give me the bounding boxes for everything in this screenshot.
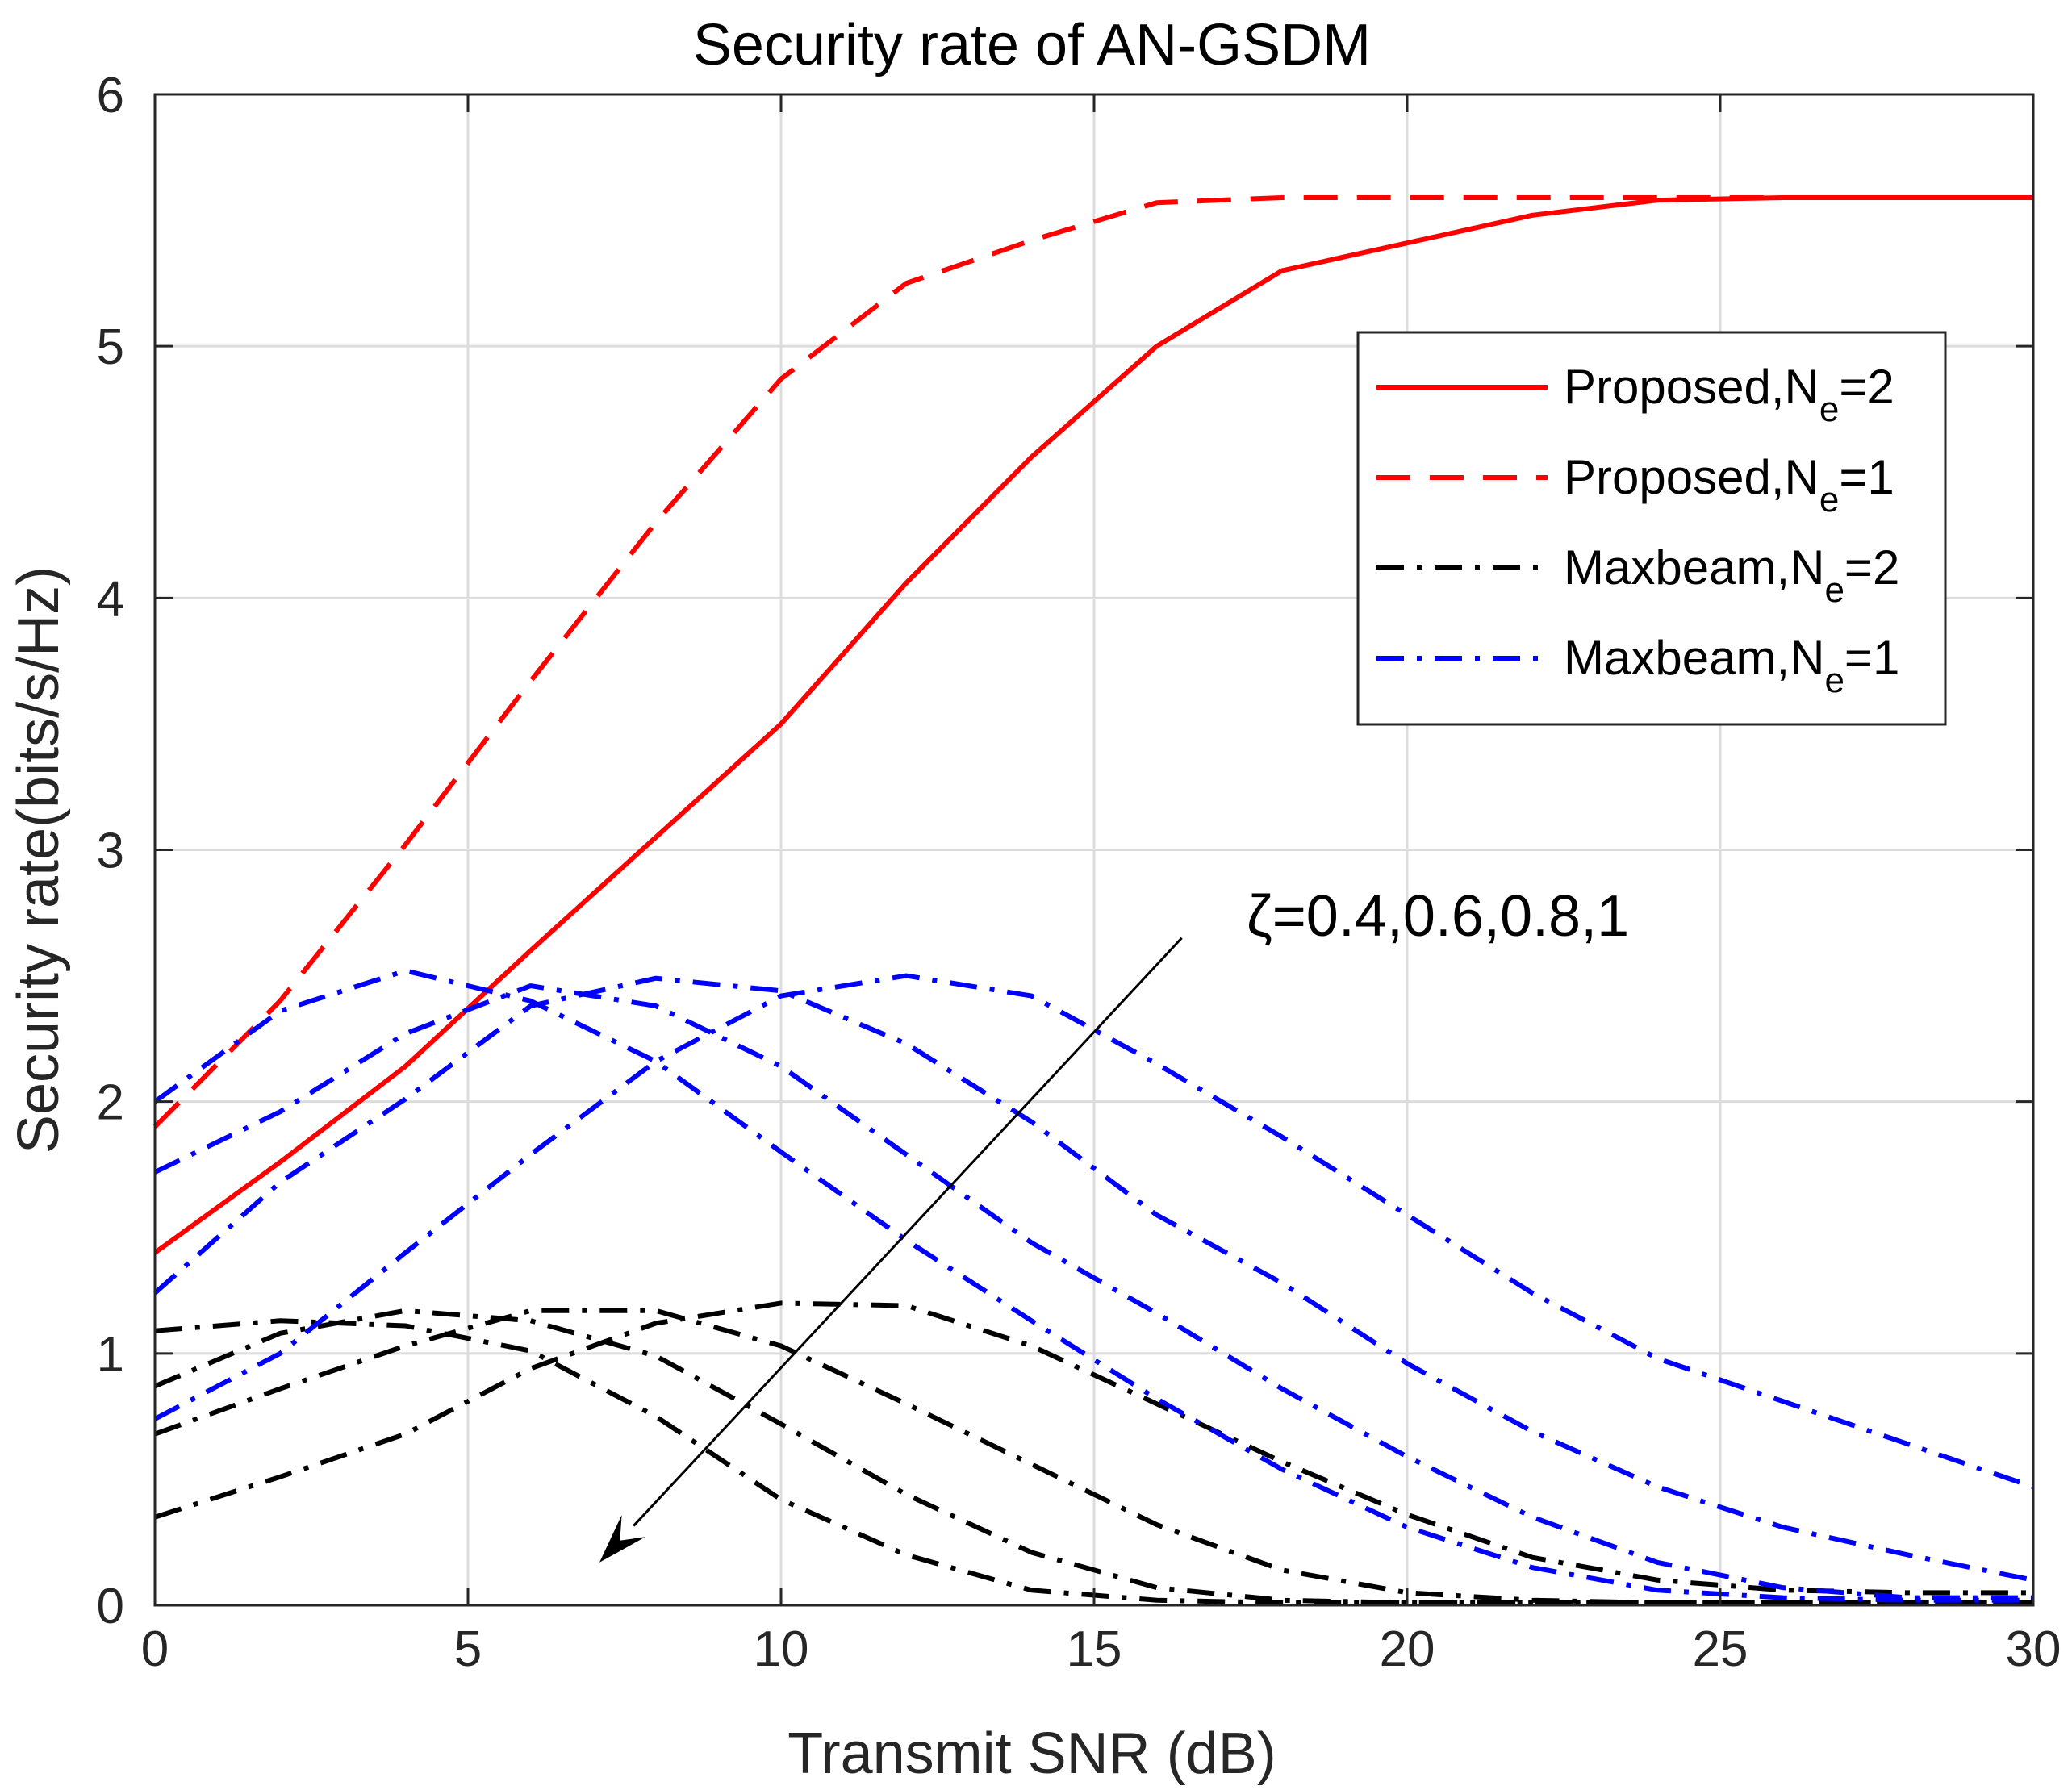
- legend-label: Proposed,Ne=1: [1564, 450, 1894, 519]
- y-tick-label: 2: [97, 1075, 124, 1131]
- x-tick-label: 0: [141, 1621, 169, 1677]
- x-tick-label: 25: [1693, 1621, 1748, 1677]
- x-axis-title: Transmit SNR (dB): [787, 1721, 1276, 1786]
- legend-label: Proposed,Ne=2: [1564, 360, 1894, 429]
- x-tick-label: 20: [1380, 1621, 1435, 1677]
- annotation-arrow: [633, 937, 1183, 1527]
- series-line-10: [153, 973, 2034, 1490]
- grid: [155, 94, 2033, 1605]
- legend-label: Maxbeam,Ne=1: [1564, 631, 1899, 700]
- x-tick-label: 15: [1067, 1621, 1122, 1677]
- x-tick-label: 30: [2006, 1621, 2062, 1677]
- x-tick-label: 10: [754, 1621, 809, 1677]
- legend: Proposed,Ne=2 Proposed,Ne=1 Maxbeam,Ne=2 Ma…: [1356, 331, 1947, 726]
- x-tick-label: 5: [454, 1621, 482, 1677]
- zeta-annotation: ζ=0.4,0.6,0.8,1: [599, 884, 1629, 1563]
- annotation-arrowhead: [599, 1514, 645, 1563]
- series-line-2: [152, 194, 2033, 1129]
- axis-ticks: 0 5 10 15 20 25 30 0 1 2 3 4 5 6: [97, 68, 2062, 1677]
- y-tick-label: 1: [97, 1327, 124, 1383]
- series-line-6: [154, 1300, 2033, 1596]
- y-axis-title: Security rate(bits/s/Hz): [6, 566, 71, 1154]
- y-tick-label: 4: [97, 571, 124, 627]
- chart-title: Security rate of AN-GSDM: [693, 13, 1371, 77]
- y-tick-label: 5: [97, 319, 124, 375]
- y-tick-label: 6: [97, 68, 124, 123]
- y-tick-label: 3: [97, 824, 124, 879]
- series-line-9: [153, 975, 2034, 1583]
- legend-label: Maxbeam,Ne=2: [1564, 540, 1899, 610]
- annotation-label: ζ=0.4,0.6,0.8,1: [1247, 884, 1629, 949]
- y-tick-label: 0: [97, 1579, 124, 1634]
- series-line-8: [153, 983, 2033, 1600]
